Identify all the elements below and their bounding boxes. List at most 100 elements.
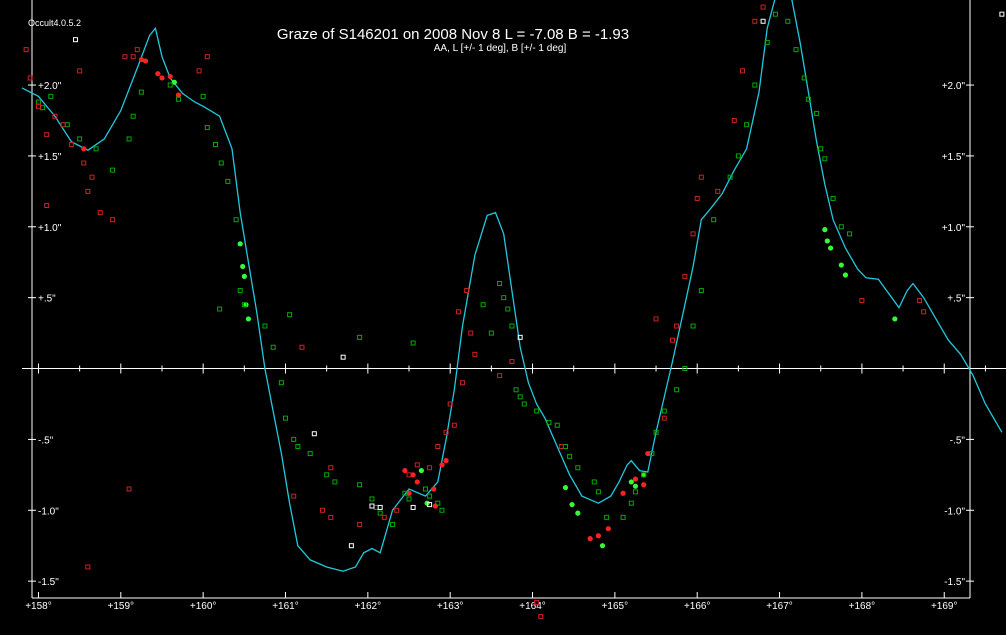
green-dot-point xyxy=(237,241,243,247)
red-square-point xyxy=(23,47,29,53)
red-square-point xyxy=(690,231,696,237)
green-square-point xyxy=(295,443,301,449)
red-square-point xyxy=(731,117,737,123)
green-square-point xyxy=(822,156,828,162)
red-square-point xyxy=(752,18,758,24)
green-square-point xyxy=(830,195,836,201)
green-square-point xyxy=(698,288,704,294)
green-square-point xyxy=(805,96,811,102)
y-tick-label-left: +.5" xyxy=(38,294,56,305)
green-square-point xyxy=(77,136,83,142)
red-square-point xyxy=(196,68,202,74)
green-dot-point xyxy=(828,245,834,251)
green-square-point xyxy=(682,366,688,372)
green-square-point xyxy=(793,47,799,53)
green-square-point xyxy=(772,11,778,17)
white-square-point xyxy=(410,504,416,510)
red-dot-point xyxy=(155,71,161,77)
green-square-point xyxy=(661,408,667,414)
red-dot-point xyxy=(414,479,420,485)
green-square-point xyxy=(497,280,503,286)
red-square-point xyxy=(85,564,91,570)
green-square-point xyxy=(332,479,338,485)
green-square-point xyxy=(130,113,136,119)
red-square-point xyxy=(653,316,659,322)
green-dot-point xyxy=(628,479,634,485)
x-tick-label: +164° xyxy=(519,601,546,612)
green-dot-point xyxy=(562,484,569,491)
green-square-point xyxy=(554,422,560,428)
x-tick-label: +163° xyxy=(437,601,464,612)
green-square-point xyxy=(620,514,626,520)
red-dot-point xyxy=(406,490,412,496)
green-square-point xyxy=(204,125,210,131)
red-dot-point xyxy=(431,486,437,492)
y-tick-label-left: +2.0" xyxy=(38,81,62,92)
red-square-point xyxy=(760,4,766,10)
series-layer xyxy=(21,0,1005,620)
green-square-point xyxy=(505,306,511,312)
green-square-point xyxy=(513,387,519,393)
red-square-point xyxy=(44,203,50,209)
x-tick-label: +159° xyxy=(108,601,135,612)
green-square-point xyxy=(595,489,601,495)
red-square-point xyxy=(435,443,441,449)
y-tick-label-right: +2.0" xyxy=(942,81,966,92)
green-dot-point xyxy=(842,272,849,278)
red-square-point xyxy=(414,462,420,468)
white-square-point xyxy=(340,354,346,360)
x-tick-label: +168° xyxy=(849,601,876,612)
red-square-point xyxy=(35,103,41,109)
white-square-point xyxy=(427,502,433,508)
y-tick-label-right: +1.0" xyxy=(942,223,966,234)
y-tick-label-left: -.5" xyxy=(38,435,54,446)
red-square-point xyxy=(394,507,400,513)
red-square-point xyxy=(917,297,923,303)
green-square-point xyxy=(427,493,433,499)
green-square-point xyxy=(175,96,181,102)
green-square-point xyxy=(546,419,552,425)
red-dot-point xyxy=(645,450,651,457)
green-square-point xyxy=(93,146,99,152)
green-square-point xyxy=(287,312,293,318)
white-square-point xyxy=(348,543,354,549)
green-square-point xyxy=(517,394,523,400)
white-square-point xyxy=(369,503,375,509)
green-square-point xyxy=(674,387,680,393)
red-square-point xyxy=(320,507,326,513)
green-dot-point xyxy=(632,483,639,489)
green-dot-point xyxy=(241,273,247,279)
red-square-point xyxy=(52,113,58,119)
red-square-point xyxy=(472,351,478,357)
green-dot-point xyxy=(641,472,647,478)
red-square-point xyxy=(122,54,128,60)
chart-title: Graze of S146201 on 2008 Nov 8 L = -7.08… xyxy=(277,26,629,43)
red-square-point xyxy=(538,614,544,620)
red-square-point xyxy=(859,297,865,303)
x-tick-label: +158° xyxy=(25,601,52,612)
red-square-point xyxy=(110,217,116,223)
green-square-point xyxy=(690,323,696,329)
red-square-point xyxy=(27,75,33,81)
red-square-point xyxy=(509,358,515,364)
red-dot-point xyxy=(138,56,144,63)
green-square-point xyxy=(200,93,206,99)
green-square-point xyxy=(838,224,844,230)
red-square-point xyxy=(60,122,66,128)
green-square-point xyxy=(241,302,247,308)
green-square-point xyxy=(847,231,853,237)
red-square-point xyxy=(443,429,449,435)
red-square-point xyxy=(558,443,564,449)
green-square-point xyxy=(628,500,634,506)
red-dot-point xyxy=(175,92,182,98)
red-dot-point xyxy=(620,490,626,496)
green-square-point xyxy=(357,482,363,488)
green-square-point xyxy=(402,490,408,496)
green-square-point xyxy=(291,436,297,442)
green-square-point xyxy=(641,472,647,478)
red-dot-point xyxy=(159,75,165,81)
white-square-point xyxy=(377,504,383,510)
red-square-point xyxy=(130,54,136,60)
green-square-point xyxy=(735,153,741,159)
